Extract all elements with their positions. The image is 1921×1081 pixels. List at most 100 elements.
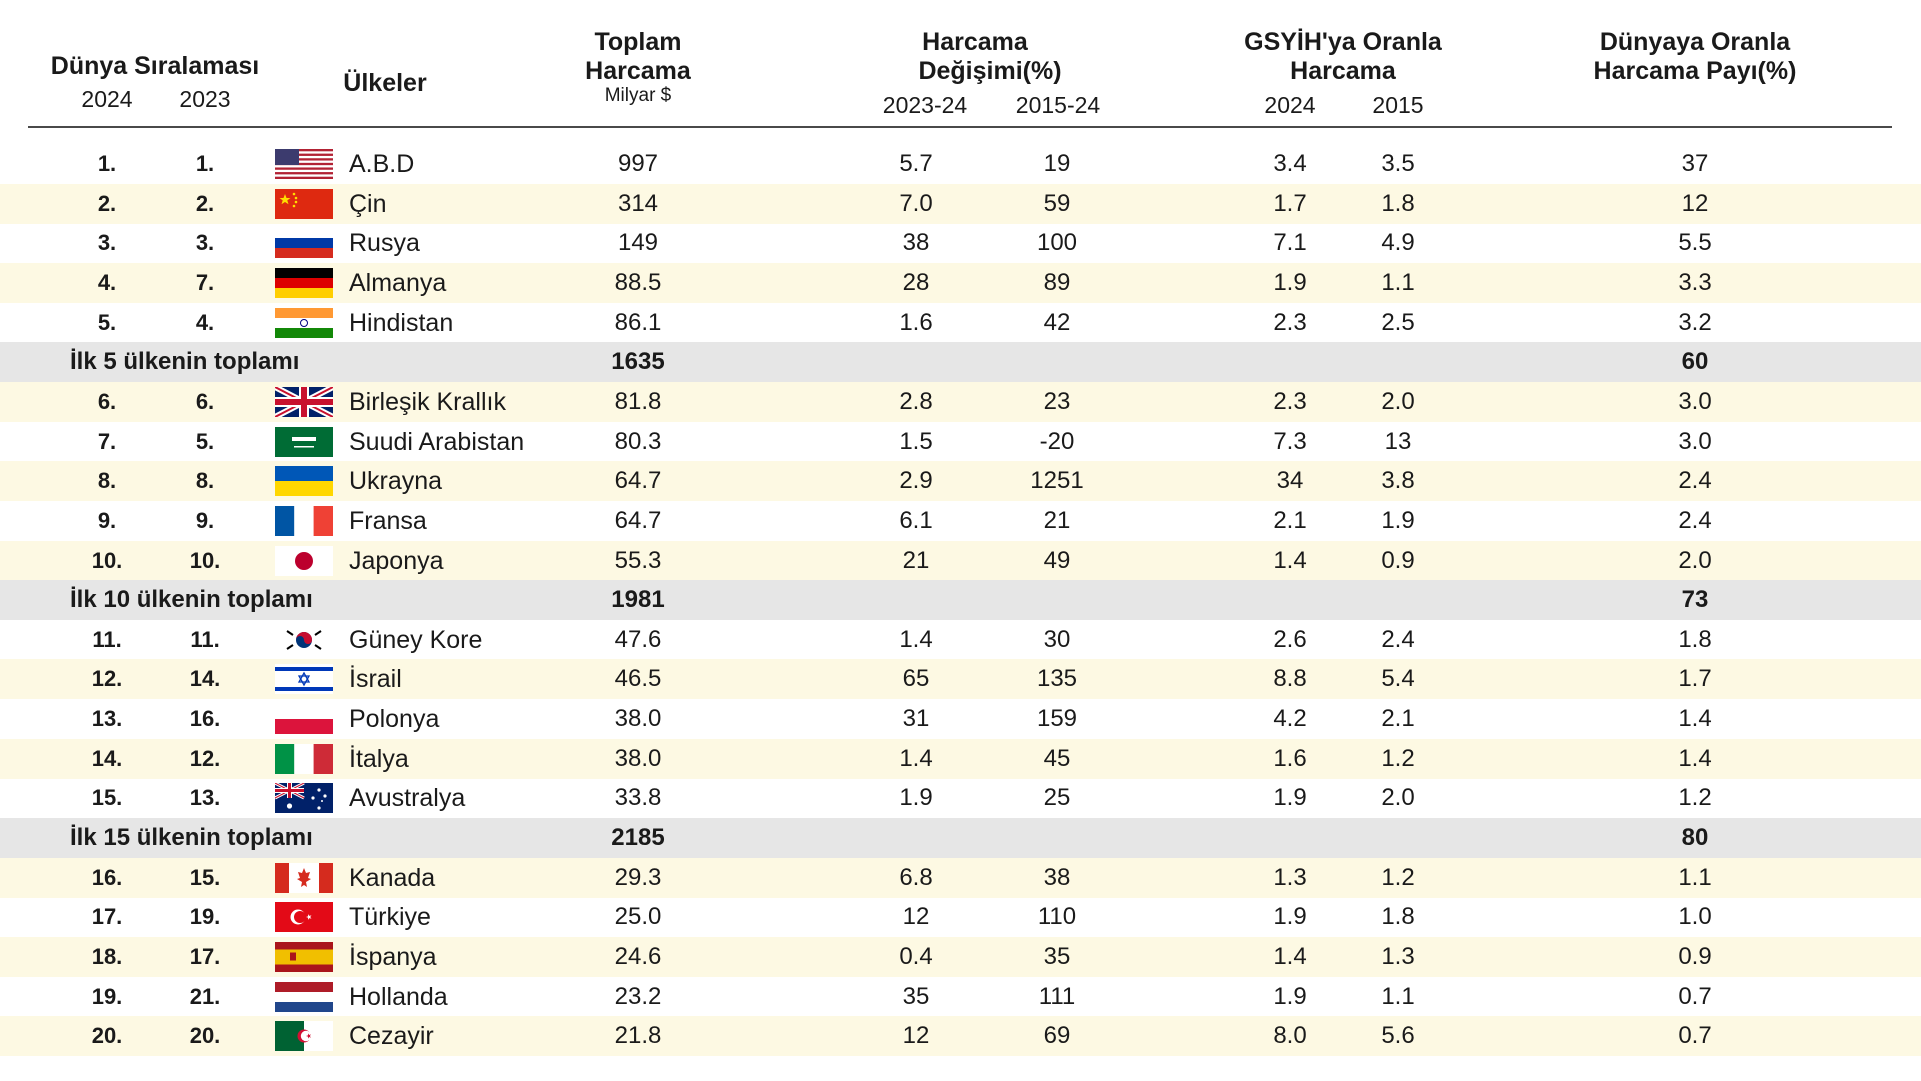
rank-2024: 13. xyxy=(91,706,123,732)
change-2015-24: 135 xyxy=(1036,665,1078,693)
change-2023-24: 2.9 xyxy=(899,467,933,495)
change-2015-24: 23 xyxy=(1043,387,1071,415)
country-name: Cezayir xyxy=(349,1022,434,1051)
rank-2024: 1. xyxy=(97,151,117,176)
gdp-share-2015: 2.1 xyxy=(1381,705,1415,733)
gdp-share-2015: 1.1 xyxy=(1381,268,1415,296)
algeria-flag xyxy=(275,1021,333,1052)
rank-2024: 11. xyxy=(92,626,122,652)
header-change-2015-24: 2015-24 xyxy=(1015,92,1101,118)
uk-flag xyxy=(275,386,333,417)
gdp-share-2015: 1.2 xyxy=(1381,744,1415,772)
change-2015-24: 19 xyxy=(1043,150,1071,177)
total-spending: 47.6 xyxy=(614,625,662,653)
change-2023-24: 12 xyxy=(902,1022,930,1050)
gdp-share-2024: 1.9 xyxy=(1273,903,1307,931)
country-name: Türkiye xyxy=(349,903,431,932)
poland-flag xyxy=(275,704,333,735)
japan-flag xyxy=(275,545,333,576)
change-2023-24: 65 xyxy=(902,665,930,693)
change-2023-24: 1.5 xyxy=(899,427,933,455)
gdp-share-2015: 5.6 xyxy=(1381,1022,1415,1050)
world-share: 3.3 xyxy=(1678,268,1712,296)
rank-2024: 14. xyxy=(91,745,123,771)
subtotal-label: İlk 15 ülkenin toplamı xyxy=(70,824,313,852)
total-spending: 80.3 xyxy=(614,427,662,455)
india-flag xyxy=(275,307,333,338)
turkey-flag xyxy=(275,902,333,933)
world-share: 2.0 xyxy=(1678,546,1712,574)
table-row: 14. 12. İtalya 38.0 1.4 45 1.6 1.2 1.4 xyxy=(0,738,1921,779)
gdp-share-2024: 1.4 xyxy=(1273,546,1307,574)
total-spending: 314 xyxy=(617,189,659,217)
total-spending: 29.3 xyxy=(614,863,662,891)
rank-2024: 15. xyxy=(91,785,123,811)
country-name: Avustralya xyxy=(349,784,466,813)
total-spending: 149 xyxy=(617,229,659,257)
change-2015-24: 89 xyxy=(1043,268,1071,296)
total-spending: 55.3 xyxy=(614,546,662,574)
rank-2023: 1. xyxy=(195,151,215,176)
header-change-2023-24: 2023-24 xyxy=(882,92,968,118)
world-share: 3.2 xyxy=(1678,308,1712,336)
table-row: 8. 8. Ukrayna 64.7 2.9 1251 34 3.8 2.4 xyxy=(0,461,1921,502)
gdp-share-2015: 4.9 xyxy=(1381,229,1415,257)
table-row: 13. 16. Polonya 38.0 31 159 4.2 2.1 1.4 xyxy=(0,699,1921,739)
gdp-share-2024: 1.7 xyxy=(1273,189,1307,217)
country-name: Hollanda xyxy=(349,982,448,1011)
change-2015-24: 38 xyxy=(1043,863,1071,891)
rank-2023: 20. xyxy=(189,1023,221,1049)
russia-flag xyxy=(275,228,333,259)
world-share: 1.2 xyxy=(1678,784,1712,812)
header-total-line1: Toplam xyxy=(594,28,682,56)
usa-flag xyxy=(275,149,333,179)
change-2023-24: 12 xyxy=(902,903,930,931)
country-name: İspanya xyxy=(349,943,437,971)
gdp-share-2024: 8.0 xyxy=(1273,1022,1307,1050)
gdp-share-2024: 1.4 xyxy=(1273,943,1307,970)
rank-2023: 15. xyxy=(189,864,221,890)
gdp-share-2015: 0.9 xyxy=(1381,546,1415,574)
world-share: 0.7 xyxy=(1678,1022,1712,1050)
world-share: 1.7 xyxy=(1678,665,1712,693)
rank-2023: 16. xyxy=(189,706,221,732)
table-row: 16. 15. Kanada 29.3 6.8 38 1.3 1.2 1.1 xyxy=(0,857,1921,898)
gdp-share-2024: 2.1 xyxy=(1273,506,1307,534)
change-2015-24: 45 xyxy=(1043,744,1071,772)
world-share: 0.9 xyxy=(1678,943,1712,970)
table-row: 2. 2. Çin 314 7.0 59 1.7 1.8 12 xyxy=(0,183,1921,224)
subtotal-total-spending: 1981 xyxy=(611,586,665,614)
rank-2023: 6. xyxy=(195,388,215,414)
header-change-line1: Harcama xyxy=(922,28,1028,56)
rank-2024: 2. xyxy=(97,190,117,216)
rank-2023: 3. xyxy=(195,230,215,256)
change-2015-24: 25 xyxy=(1043,784,1071,812)
rank-2023: 9. xyxy=(195,507,215,533)
rank-2024: 6. xyxy=(97,388,117,414)
country-name: Rusya xyxy=(349,229,420,258)
change-2015-24: 111 xyxy=(1038,982,1076,1010)
gdp-share-2015: 2.5 xyxy=(1381,308,1415,336)
change-2023-24: 21 xyxy=(902,546,930,574)
change-2015-24: 30 xyxy=(1043,625,1071,653)
subtotal-world-share: 73 xyxy=(1681,586,1709,614)
table-row: 17. 19. Türkiye 25.0 12 110 1.9 1.8 1.0 xyxy=(0,897,1921,937)
change-2015-24: 159 xyxy=(1036,705,1078,733)
spain-flag xyxy=(275,942,333,972)
total-spending: 33.8 xyxy=(614,784,662,812)
change-2015-24: 100 xyxy=(1036,229,1078,257)
country-name: Çin xyxy=(349,189,387,218)
change-2015-24: 21 xyxy=(1043,506,1071,534)
subtotal-total-spending: 1635 xyxy=(611,348,665,376)
country-name: İtalya xyxy=(349,744,409,773)
gdp-share-2015: 5.4 xyxy=(1381,665,1415,693)
world-share: 1.4 xyxy=(1678,744,1712,772)
table-row: 3. 3. Rusya 149 38 100 7.1 4.9 5.5 xyxy=(0,223,1921,263)
rank-2024: 8. xyxy=(97,468,117,494)
header-gdp-2015: 2015 xyxy=(1372,92,1424,118)
change-2015-24: 42 xyxy=(1043,308,1071,336)
gdp-share-2015: 1.1 xyxy=(1381,982,1415,1010)
header-gdp-line1: GSYİH'ya Oranla xyxy=(1244,28,1442,56)
country-name: Almanya xyxy=(349,268,447,297)
table-row: 20. 20. Cezayir 21.8 12 69 8.0 5.6 0.7 xyxy=(0,1016,1921,1057)
